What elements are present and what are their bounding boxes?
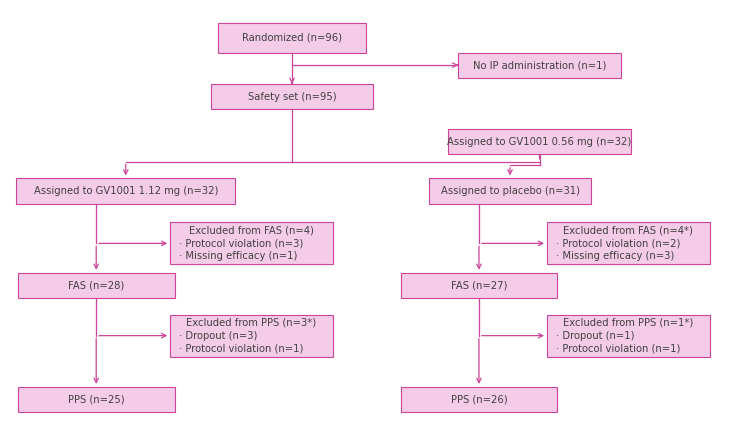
Text: · Missing efficacy (n=1): · Missing efficacy (n=1)	[179, 251, 297, 261]
FancyBboxPatch shape	[170, 315, 333, 357]
FancyBboxPatch shape	[547, 315, 710, 357]
FancyBboxPatch shape	[547, 223, 710, 265]
FancyBboxPatch shape	[211, 84, 373, 109]
Text: Assigned to GV1001 1.12 mg (n=32): Assigned to GV1001 1.12 mg (n=32)	[34, 186, 218, 196]
Text: Safety set (n=95): Safety set (n=95)	[248, 92, 336, 101]
Text: · Protocol violation (n=3): · Protocol violation (n=3)	[179, 238, 303, 248]
Text: Assigned to GV1001 0.56 mg (n=32): Assigned to GV1001 0.56 mg (n=32)	[447, 137, 632, 147]
Text: PPS (n=26): PPS (n=26)	[451, 394, 507, 404]
FancyBboxPatch shape	[448, 129, 631, 155]
Text: FAS (n=27): FAS (n=27)	[451, 280, 507, 290]
Text: · Protocol violation (n=2): · Protocol violation (n=2)	[556, 238, 680, 248]
Text: · Protocol violation (n=1): · Protocol violation (n=1)	[556, 343, 680, 354]
FancyBboxPatch shape	[218, 23, 366, 53]
FancyBboxPatch shape	[400, 273, 557, 298]
Text: · Dropout (n=1): · Dropout (n=1)	[556, 331, 634, 341]
Text: Excluded from FAS (n=4): Excluded from FAS (n=4)	[189, 226, 314, 236]
Text: · Dropout (n=3): · Dropout (n=3)	[179, 331, 257, 341]
Text: · Missing efficacy (n=3): · Missing efficacy (n=3)	[556, 251, 674, 261]
FancyBboxPatch shape	[400, 387, 557, 412]
FancyBboxPatch shape	[17, 178, 235, 204]
Text: No IP administration (n=1): No IP administration (n=1)	[473, 60, 606, 70]
FancyBboxPatch shape	[429, 178, 591, 204]
Text: Excluded from FAS (n=4*): Excluded from FAS (n=4*)	[563, 226, 693, 236]
Text: FAS (n=28): FAS (n=28)	[68, 280, 124, 290]
FancyBboxPatch shape	[458, 53, 621, 78]
FancyBboxPatch shape	[170, 223, 333, 265]
FancyBboxPatch shape	[18, 387, 174, 412]
Text: Randomized (n=96): Randomized (n=96)	[242, 33, 342, 43]
FancyBboxPatch shape	[18, 273, 174, 298]
Text: PPS (n=25): PPS (n=25)	[68, 394, 124, 404]
Text: Excluded from PPS (n=3*): Excluded from PPS (n=3*)	[186, 318, 317, 328]
Text: Excluded from PPS (n=1*): Excluded from PPS (n=1*)	[563, 318, 694, 328]
Text: · Protocol violation (n=1): · Protocol violation (n=1)	[179, 343, 303, 354]
Text: Assigned to placebo (n=31): Assigned to placebo (n=31)	[440, 186, 580, 196]
